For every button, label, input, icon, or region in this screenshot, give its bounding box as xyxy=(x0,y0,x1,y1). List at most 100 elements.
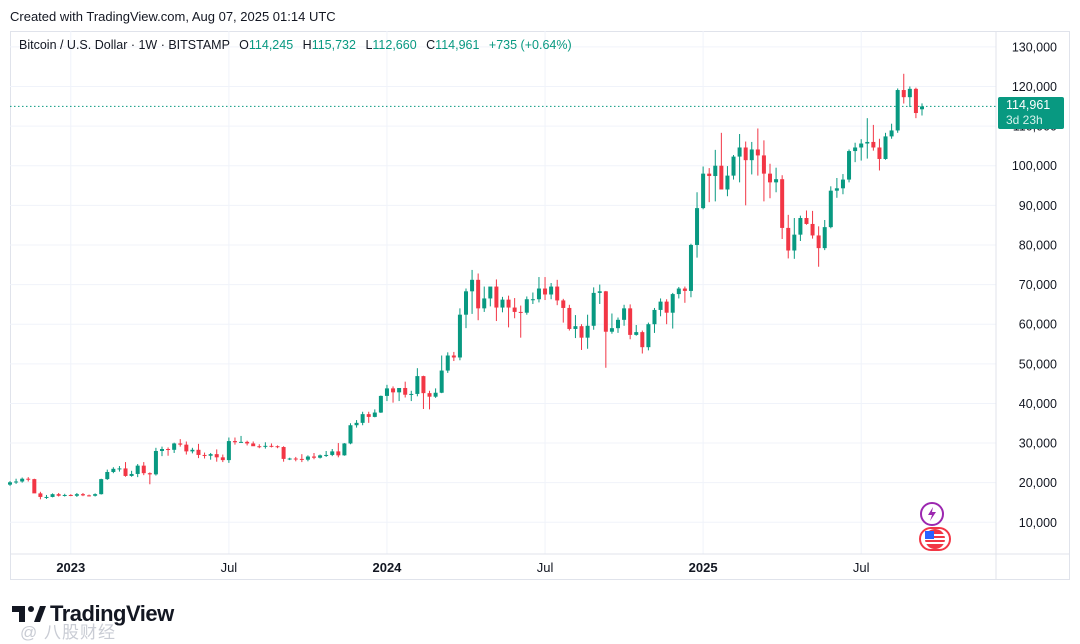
candle[interactable] xyxy=(166,447,171,456)
candle[interactable] xyxy=(281,446,286,462)
candle[interactable] xyxy=(518,305,523,338)
candle[interactable] xyxy=(433,388,438,398)
candle[interactable] xyxy=(755,128,760,176)
candle[interactable] xyxy=(415,368,420,397)
candle[interactable] xyxy=(676,286,681,299)
candle[interactable] xyxy=(622,304,627,326)
candle[interactable] xyxy=(184,441,189,455)
candle[interactable] xyxy=(360,411,365,426)
candle[interactable] xyxy=(810,210,815,239)
candle[interactable] xyxy=(780,175,785,240)
candle[interactable] xyxy=(749,141,754,175)
candle[interactable] xyxy=(567,304,572,331)
candle[interactable] xyxy=(725,166,730,197)
candle[interactable] xyxy=(701,166,706,210)
candle[interactable] xyxy=(609,313,614,334)
candle[interactable] xyxy=(330,449,335,457)
candle[interactable] xyxy=(342,443,347,456)
candle[interactable] xyxy=(543,277,548,301)
candle[interactable] xyxy=(135,464,140,478)
candle[interactable] xyxy=(859,139,864,161)
candle[interactable] xyxy=(409,390,414,402)
candle[interactable] xyxy=(74,492,79,497)
candle[interactable] xyxy=(269,443,274,448)
candle[interactable] xyxy=(239,435,244,443)
candle[interactable] xyxy=(865,118,870,159)
candle[interactable] xyxy=(731,155,736,180)
candle[interactable] xyxy=(840,174,845,195)
candle[interactable] xyxy=(38,491,43,500)
candle[interactable] xyxy=(318,454,323,459)
candle[interactable] xyxy=(628,304,633,340)
candle[interactable] xyxy=(804,210,809,225)
candle[interactable] xyxy=(591,287,596,330)
candle[interactable] xyxy=(391,386,396,403)
candle[interactable] xyxy=(500,296,505,313)
candle[interactable] xyxy=(232,437,237,445)
candle[interactable] xyxy=(488,286,493,307)
candle[interactable] xyxy=(287,457,292,461)
candle[interactable] xyxy=(512,298,517,319)
candle[interactable] xyxy=(913,87,918,119)
candle[interactable] xyxy=(707,168,712,203)
candle[interactable] xyxy=(14,478,19,484)
candle[interactable] xyxy=(87,494,92,497)
candle[interactable] xyxy=(464,288,468,329)
candle[interactable] xyxy=(901,73,906,104)
candle[interactable] xyxy=(293,456,298,462)
candle[interactable] xyxy=(713,149,718,202)
candle[interactable] xyxy=(129,470,134,477)
candle[interactable] xyxy=(378,395,383,413)
candle[interactable] xyxy=(32,478,37,494)
candle[interactable] xyxy=(616,317,620,333)
candle[interactable] xyxy=(536,277,541,303)
candle[interactable] xyxy=(427,390,432,410)
candle[interactable] xyxy=(847,149,852,183)
candle[interactable] xyxy=(786,214,791,259)
candle[interactable] xyxy=(172,442,177,453)
candle[interactable] xyxy=(403,381,408,398)
candle[interactable] xyxy=(160,446,164,457)
candle[interactable] xyxy=(93,493,98,497)
candle[interactable] xyxy=(141,462,146,476)
candle[interactable] xyxy=(737,134,742,183)
candle[interactable] xyxy=(312,452,316,460)
candle[interactable] xyxy=(299,454,304,463)
candle[interactable] xyxy=(220,454,225,463)
candle[interactable] xyxy=(670,292,675,329)
candle[interactable] xyxy=(695,192,700,258)
candle[interactable] xyxy=(652,307,657,333)
candle[interactable] xyxy=(792,218,797,259)
candle[interactable] xyxy=(688,243,693,298)
candle[interactable] xyxy=(8,481,12,486)
chart-frame[interactable] xyxy=(10,31,1070,580)
candle[interactable] xyxy=(68,494,73,497)
candle[interactable] xyxy=(324,450,329,457)
candle[interactable] xyxy=(889,123,894,139)
candle[interactable] xyxy=(147,472,152,485)
candle[interactable] xyxy=(445,352,450,373)
candle[interactable] xyxy=(482,286,487,312)
candle[interactable] xyxy=(774,167,779,193)
candle[interactable] xyxy=(494,279,499,322)
candle[interactable] xyxy=(196,443,201,459)
candle[interactable] xyxy=(190,447,195,454)
candle[interactable] xyxy=(20,477,25,483)
candle[interactable] xyxy=(549,282,554,300)
tradingview-logo[interactable]: TradingView xyxy=(12,601,174,627)
candle[interactable] xyxy=(457,308,462,361)
candle[interactable] xyxy=(561,298,566,323)
candle[interactable] xyxy=(816,226,821,267)
candle[interactable] xyxy=(634,324,639,336)
candle[interactable] xyxy=(26,477,31,482)
candle[interactable] xyxy=(579,324,584,350)
candle[interactable] xyxy=(354,420,359,428)
candle[interactable] xyxy=(421,375,426,409)
candle[interactable] xyxy=(476,273,481,321)
candle[interactable] xyxy=(439,355,444,394)
candle[interactable] xyxy=(62,493,67,497)
candle[interactable] xyxy=(56,492,61,497)
candle[interactable] xyxy=(214,449,219,462)
candle[interactable] xyxy=(372,409,377,418)
